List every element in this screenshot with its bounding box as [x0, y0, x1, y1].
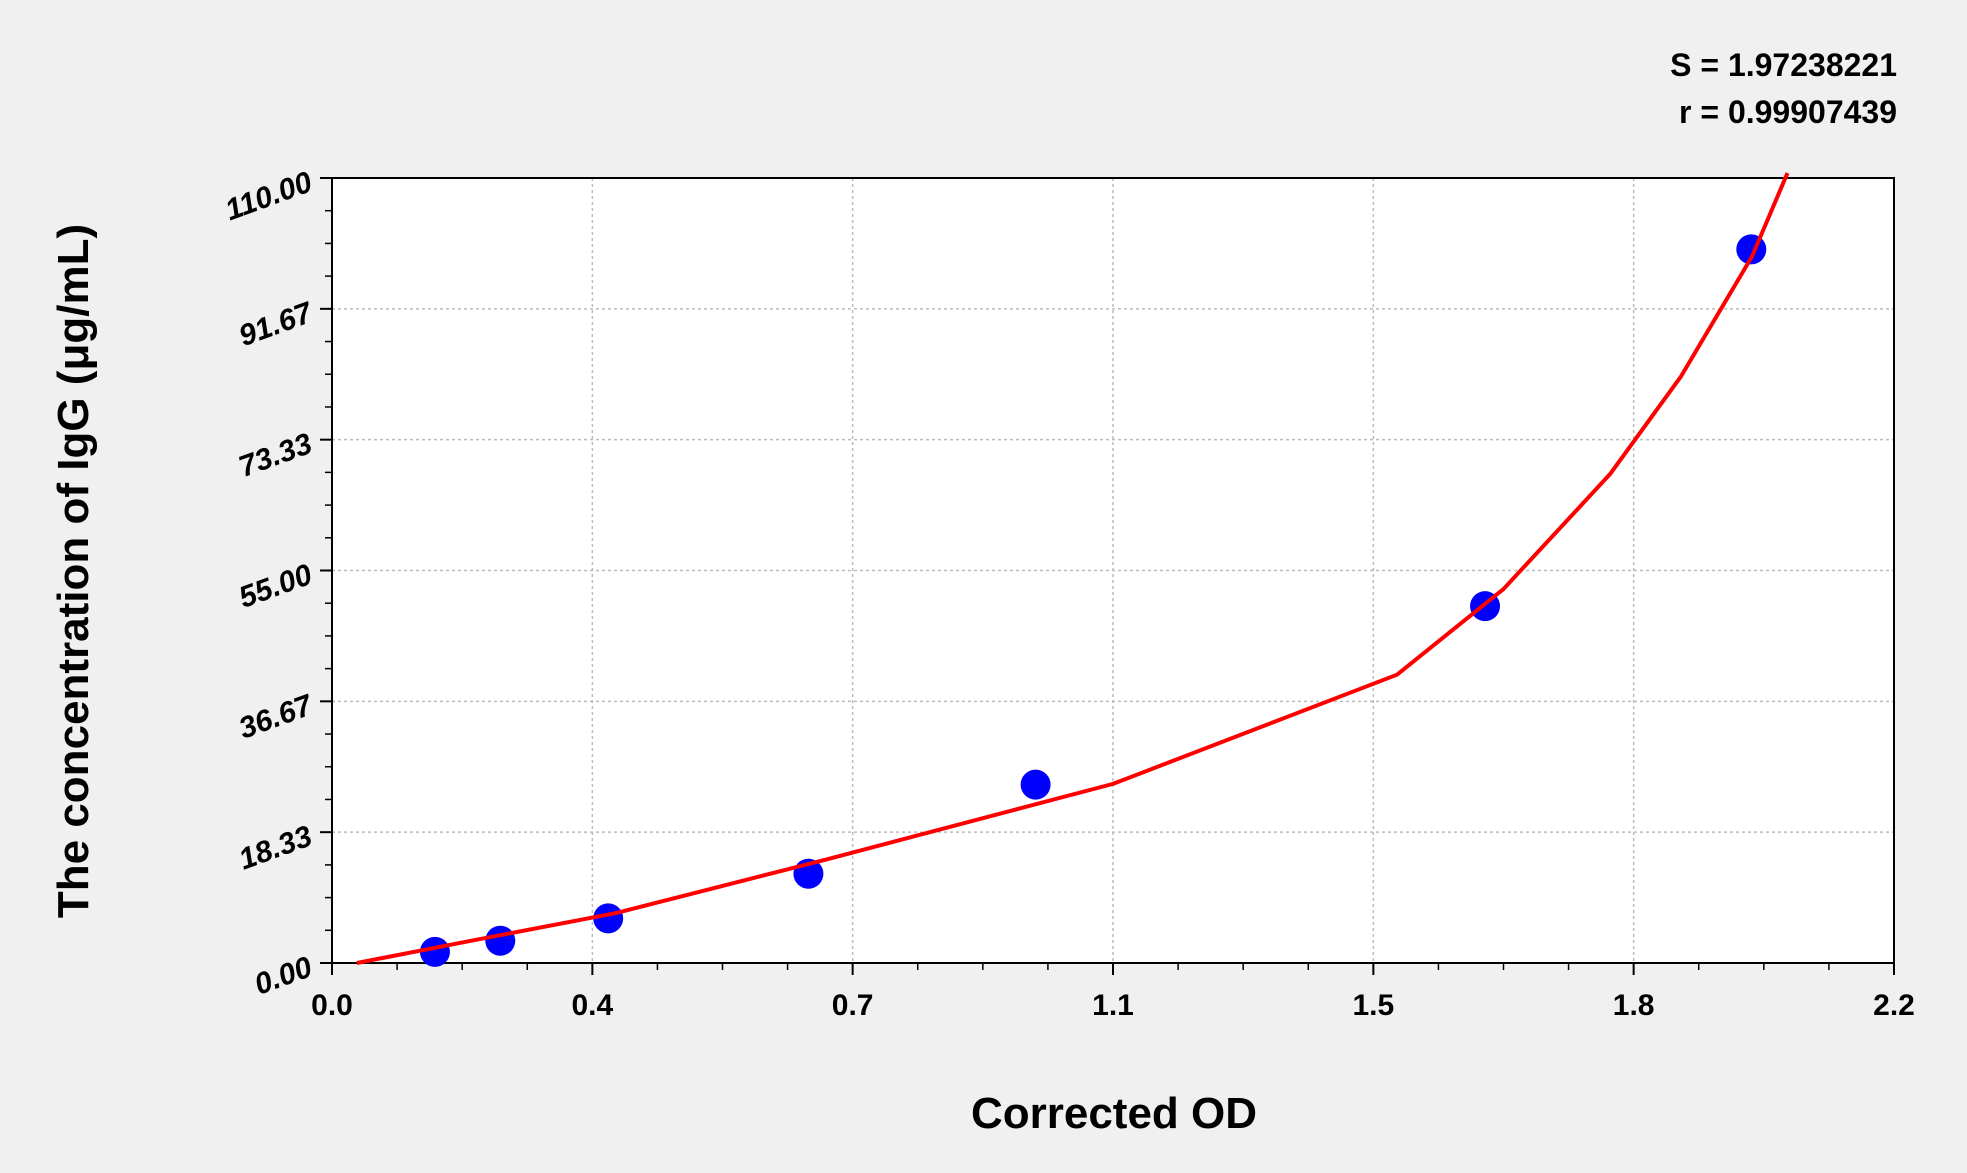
- annotation: S = 1.97238221: [1670, 47, 1897, 83]
- data-point: [1020, 769, 1051, 800]
- x-tick-label: 0.7: [832, 989, 874, 1022]
- x-tick-label: 1.8: [1613, 989, 1655, 1022]
- x-axis-title: Corrected OD: [971, 1089, 1257, 1138]
- data-point: [593, 903, 624, 934]
- plot-frame: [331, 177, 1895, 964]
- data-point: [419, 936, 450, 967]
- x-tick-label: 0.0: [311, 989, 353, 1022]
- x-tick-label: 2.2: [1873, 989, 1915, 1022]
- x-tick-label: 1.5: [1352, 989, 1394, 1022]
- x-tick-label: 1.1: [1092, 989, 1134, 1022]
- y-axis-title: The concentration of IgG (μg/mL): [49, 224, 98, 918]
- x-tick-label: 0.4: [571, 989, 613, 1022]
- annotation: r = 0.99907439: [1679, 94, 1897, 130]
- data-point: [485, 925, 516, 956]
- fit-curve: [356, 172, 1790, 965]
